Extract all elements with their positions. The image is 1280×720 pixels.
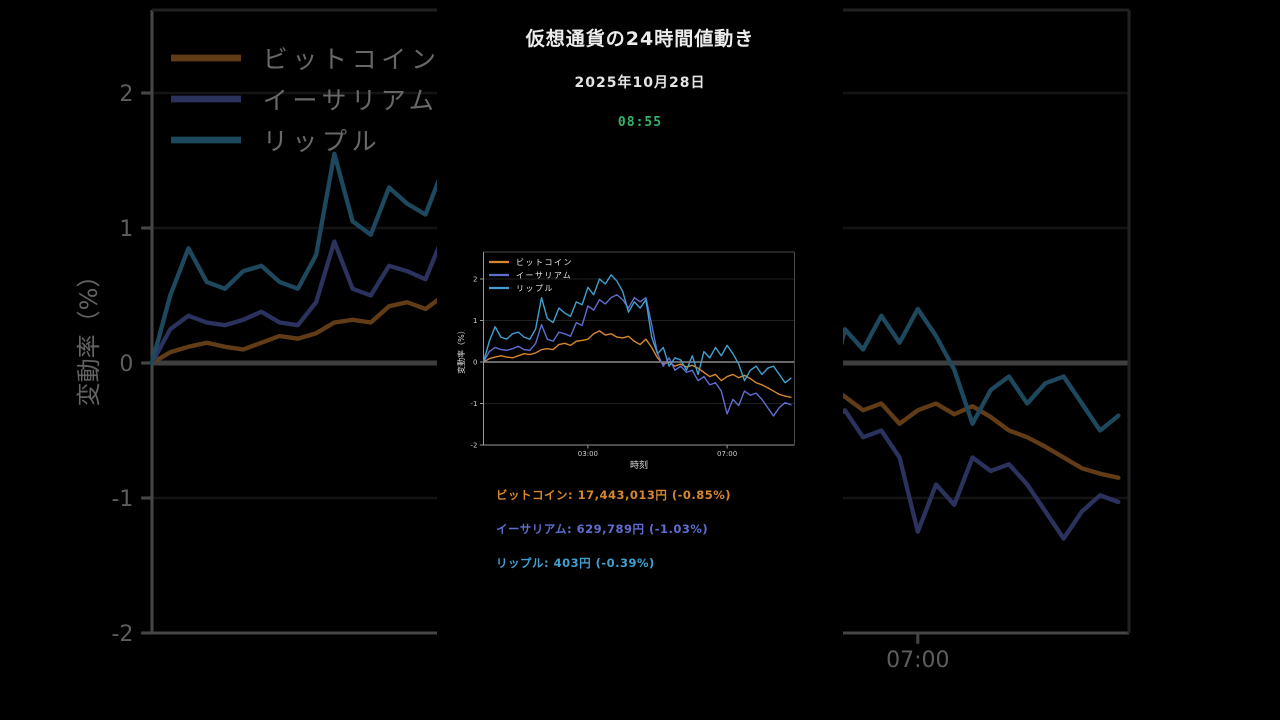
price-row: リップル: 403円 (-0.39%) bbox=[496, 556, 655, 570]
svg-text:0: 0 bbox=[473, 359, 477, 367]
video-time: 08:55 bbox=[617, 115, 663, 130]
svg-text:-2: -2 bbox=[111, 622, 133, 647]
svg-text:リップル: リップル bbox=[516, 284, 554, 293]
svg-text:イーサリアム: イーサリアム bbox=[516, 271, 572, 280]
svg-text:1: 1 bbox=[473, 317, 477, 325]
video-title: 仮想通貨の24時間値動き bbox=[525, 28, 755, 50]
svg-text:07:00: 07:00 bbox=[717, 450, 737, 458]
svg-text:-1: -1 bbox=[111, 487, 133, 512]
svg-text:03:00: 03:00 bbox=[578, 450, 598, 458]
svg-text:1: 1 bbox=[119, 217, 133, 242]
price-list: ビットコイン: 17,443,013円 (-0.85%) イーサリアム: 629,… bbox=[496, 487, 731, 589]
svg-text:イーサリアム: イーサリアム bbox=[263, 86, 439, 115]
svg-text:変動率（%）: 変動率（%） bbox=[456, 326, 466, 374]
svg-text:0: 0 bbox=[119, 352, 133, 377]
svg-text:07:00: 07:00 bbox=[886, 648, 949, 673]
svg-text:-2: -2 bbox=[471, 442, 478, 450]
svg-text:2: 2 bbox=[473, 276, 477, 284]
svg-text:2: 2 bbox=[119, 82, 133, 107]
svg-text:ビットコイン: ビットコイン bbox=[516, 258, 573, 267]
video-date: 2025年10月28日 bbox=[574, 75, 706, 91]
price-row: ビットコイン: 17,443,013円 (-0.85%) bbox=[496, 488, 732, 502]
svg-text:ビットコイン: ビットコイン bbox=[263, 45, 441, 74]
price-chart: 2 1 0 -1 -2 03:00 07:00 変動率（%） 時刻 ビットコインイーサリアムリップ… bbox=[456, 251, 795, 471]
svg-text:時刻: 時刻 bbox=[630, 459, 648, 471]
price-row: イーサリアム: 629,789円 (-1.03%) bbox=[496, 522, 709, 536]
svg-text:-1: -1 bbox=[471, 400, 478, 408]
video-strip[interactable]: 仮想通貨の24時間値動き 2025年10月28日 08:55 2 1 0 -1 -2 03… bbox=[437, 0, 843, 720]
svg-text:変動率（%）: 変動率（%） bbox=[75, 264, 103, 407]
svg-text:リップル: リップル bbox=[263, 127, 382, 156]
